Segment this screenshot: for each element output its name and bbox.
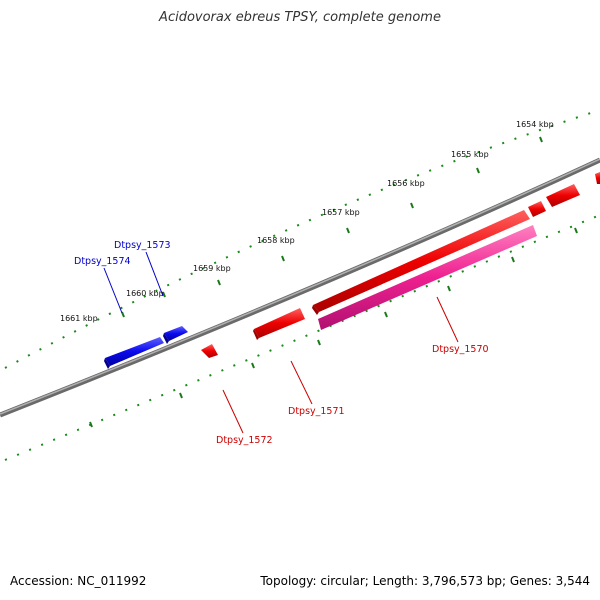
connector-dtpsy-1571: [290, 360, 313, 405]
gene-dtpsy-1570[interactable]: [318, 225, 537, 330]
scale-label-1656: 1656 kbp: [387, 179, 425, 188]
gene-label-dtpsy-1571: Dtpsy_1571: [288, 406, 345, 417]
scale-label-1655: 1655 kbp: [451, 150, 489, 159]
scale-label-1660: 1660 kbp: [126, 289, 164, 298]
connector-dtpsy-1570: [436, 296, 459, 343]
gene-small-2[interactable]: [546, 184, 580, 207]
gene-dtpsy-1573[interactable]: [163, 326, 188, 344]
gene-dtpsy-1571[interactable]: [253, 308, 305, 340]
connector-dtpsy-1574: [103, 267, 123, 314]
gene-label-dtpsy-1573: Dtpsy_1573: [114, 240, 171, 251]
gene-label-dtpsy-1572: Dtpsy_1572: [216, 435, 273, 446]
genome-stats-text: Topology: circular; Length: 3,796,573 bp…: [260, 574, 590, 588]
genome-backbone-highlight: [0, 158, 600, 415]
scale-label-1657: 1657 kbp: [322, 208, 360, 217]
outer-major-ticks: [121, 136, 543, 318]
gene-label-dtpsy-1570: Dtpsy_1570: [432, 344, 489, 355]
inner-major-ticks: [89, 227, 578, 428]
inner-scale-ring: [4, 214, 600, 461]
scale-label-1658: 1658 kbp: [257, 236, 295, 245]
gene-small-3[interactable]: [595, 172, 600, 184]
scale-label-1654: 1654 kbp: [516, 120, 554, 129]
gene-dtpsy-1574[interactable]: [104, 337, 164, 369]
gene-small-1[interactable]: [528, 201, 546, 217]
accession-text: Accession: NC_011992: [10, 574, 147, 588]
scale-label-1661: 1661 kbp: [60, 314, 98, 323]
genome-backbone: [0, 157, 600, 418]
gene-dtpsy-1572[interactable]: [201, 344, 218, 358]
connector-dtpsy-1572: [222, 389, 244, 434]
scale-label-1659: 1659 kbp: [193, 264, 231, 273]
connector-dtpsy-1573: [145, 251, 164, 297]
map-title: Acidovorax ebreus TPSY, complete genome: [159, 10, 441, 25]
gene-dtpsy-1570-upper[interactable]: [312, 210, 530, 315]
gene-label-dtpsy-1574: Dtpsy_1574: [74, 256, 131, 267]
